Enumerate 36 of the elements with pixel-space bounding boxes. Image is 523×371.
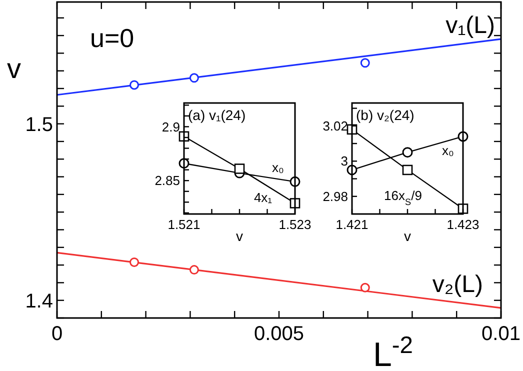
y-tick-label: 2.9 xyxy=(162,119,180,134)
point xyxy=(234,164,245,174)
y-tick-label: 3.02 xyxy=(322,118,348,134)
point xyxy=(189,73,199,83)
series-label: x₀ xyxy=(442,143,454,158)
point xyxy=(360,282,370,292)
point xyxy=(130,80,140,90)
point xyxy=(402,147,413,158)
x-axis-title: v xyxy=(236,228,243,244)
series-label: 4x₁ xyxy=(254,190,273,205)
x-tick-label: 1.521 xyxy=(168,217,200,232)
point xyxy=(189,265,199,275)
x-tick-label: 1.421 xyxy=(336,217,368,232)
x-tick-label: 0.01 xyxy=(482,323,520,345)
point xyxy=(360,58,370,68)
y-tick-label: 1.4 xyxy=(25,290,53,312)
chart-title: (b) v₂(24) xyxy=(356,107,414,123)
x-tick-label: 0 xyxy=(51,323,63,345)
series-label: x₀ xyxy=(272,160,284,175)
x-axis-title: L$^{-2}$ xyxy=(372,332,414,371)
point xyxy=(402,164,413,176)
chart-title: (a) v₁(24) xyxy=(188,107,246,123)
y-tick-label: 1.5 xyxy=(25,114,53,136)
y-tick-label: 2.98 xyxy=(322,188,348,204)
y-axis-title: v xyxy=(7,53,21,84)
x-axis-title: v xyxy=(404,228,411,244)
x-tick-label: 0.005 xyxy=(254,323,304,345)
point xyxy=(130,257,140,267)
series-label: v₂(L) xyxy=(432,271,483,298)
x-tick-label: 1.423 xyxy=(446,217,480,232)
series-label: v₁(L) xyxy=(446,12,495,39)
annotation: u=0 xyxy=(90,23,134,53)
y-tick-label: 3 xyxy=(340,154,348,169)
series-label: 16x$_{S}$/9 xyxy=(384,188,422,207)
y-tick-label: 2.85 xyxy=(154,173,180,188)
x-tick-label: 1.523 xyxy=(278,217,312,232)
